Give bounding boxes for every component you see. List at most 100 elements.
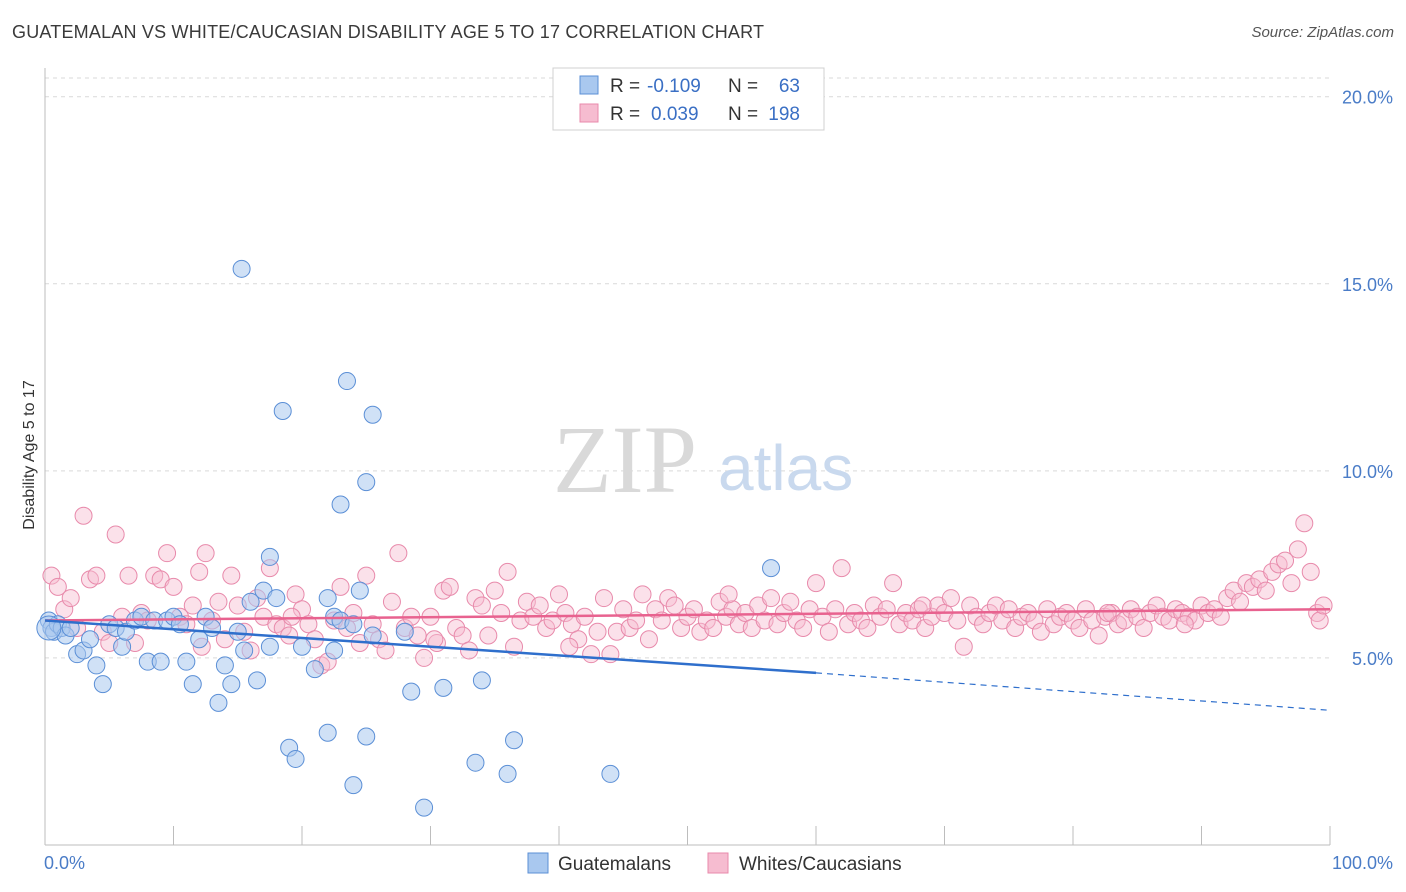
legend-n-value-1: 63 (779, 76, 800, 97)
series-guatemalans (36, 259, 781, 817)
point-guatemalans-66 (498, 764, 517, 783)
point-whites-185 (1231, 592, 1250, 611)
trendline-guatemalans-extrapolated (815, 672, 1331, 711)
point-whites-170 (1134, 618, 1153, 637)
point-guatemalans-39 (232, 259, 251, 278)
point-whites-84 (582, 645, 601, 664)
point-guatemalans-38 (267, 589, 286, 608)
point-whites-54 (389, 544, 408, 563)
point-guatemalans-51 (363, 405, 382, 424)
point-whites-130 (877, 600, 896, 619)
point-whites-98 (672, 618, 691, 637)
point-guatemalans-59 (318, 723, 337, 742)
point-whites-45 (331, 577, 350, 596)
bottom-legend-whites: Whites/Caucasians (739, 854, 902, 875)
point-whites-69 (485, 581, 504, 600)
point-whites-156 (1044, 615, 1063, 634)
point-guatemalans-68 (601, 764, 620, 783)
point-whites-28 (222, 566, 241, 585)
point-whites-131 (884, 574, 903, 593)
point-guatemalans-43 (286, 749, 305, 768)
y-tick-label-2: 15.0% (1342, 275, 1393, 295)
point-whites-141 (948, 611, 967, 630)
point-guatemalans-61 (344, 776, 363, 795)
point-whites-168 (1121, 600, 1140, 619)
point-whites-93 (639, 630, 658, 649)
bottom-legend-swatch-guatemalans (527, 852, 549, 874)
point-guatemalans-46 (318, 589, 337, 608)
point-whites-71 (498, 562, 517, 581)
legend-r-value-2: 0.039 (651, 104, 699, 125)
point-whites-192 (1276, 551, 1295, 570)
trendline-whites (44, 608, 1331, 622)
point-whites-142 (954, 637, 973, 656)
y-axis-title: Disability Age 5 to 17 (21, 380, 38, 530)
point-whites-23 (190, 562, 209, 581)
point-whites-207 (282, 607, 301, 626)
chart-title: GUATEMALAN VS WHITE/CAUCASIAN DISABILITY… (12, 22, 765, 42)
point-whites-163 (1089, 626, 1108, 645)
point-guatemalans-37 (260, 637, 279, 656)
point-whites-113 (768, 615, 787, 634)
point-whites-126 (851, 611, 870, 630)
point-whites-10 (106, 525, 125, 544)
point-whites-198 (1310, 611, 1329, 630)
point-whites-205 (1175, 615, 1194, 634)
point-whites-136 (916, 618, 935, 637)
point-guatemalans-52 (331, 495, 350, 514)
point-guatemalans-53 (357, 473, 376, 492)
point-whites-116 (787, 611, 806, 630)
bottom-legend-swatch-whites (707, 852, 729, 874)
point-guatemalans-9 (80, 630, 99, 649)
point-whites-182 (1211, 607, 1230, 626)
legend-r-label-1: R = (610, 76, 640, 97)
point-whites-102 (697, 611, 716, 630)
point-whites-0 (42, 566, 61, 585)
point-whites-53 (382, 592, 401, 611)
point-whites-194 (1288, 540, 1307, 559)
point-guatemalans-63 (434, 678, 453, 697)
series-legend: Guatemalans Whites/Caucasians (527, 852, 902, 875)
source-label: Source: ZipAtlas.com (1251, 24, 1394, 41)
y-tick-label-1: 10.0% (1342, 462, 1393, 482)
point-guatemalans-41 (273, 401, 292, 420)
point-whites-161 (1076, 600, 1095, 619)
point-whites-5 (74, 506, 93, 525)
point-whites-123 (832, 559, 851, 578)
point-whites-89 (614, 600, 633, 619)
point-whites-40 (299, 615, 318, 634)
point-whites-76 (530, 596, 549, 615)
legend-n-value-2: 198 (768, 104, 800, 125)
point-whites-200 (425, 630, 444, 649)
point-guatemalans-62 (415, 798, 434, 817)
point-whites-49 (357, 566, 376, 585)
point-whites-68 (479, 626, 498, 645)
point-guatemalans-32 (228, 622, 247, 641)
point-whites-193 (1282, 574, 1301, 593)
point-whites-158 (1057, 604, 1076, 623)
point-guatemalans-30 (215, 656, 234, 675)
point-whites-67 (472, 596, 491, 615)
point-whites-121 (819, 622, 838, 641)
x-tick-label-min: 0.0% (44, 853, 85, 873)
legend-r-value-1: -0.109 (647, 76, 701, 97)
point-whites-112 (762, 589, 781, 608)
point-guatemalans-60 (357, 727, 376, 746)
point-guatemalans-28 (203, 618, 222, 637)
point-whites-190 (1263, 562, 1282, 581)
point-whites-103 (704, 618, 723, 637)
point-whites-70 (492, 604, 511, 623)
point-guatemalans-57 (395, 622, 414, 641)
point-whites-18 (158, 544, 177, 563)
point-whites-79 (550, 585, 568, 604)
point-whites-77 (537, 618, 556, 637)
point-guatemalans-10 (87, 656, 106, 675)
point-guatemalans-54 (350, 581, 369, 600)
point-whites-204 (1098, 604, 1117, 623)
point-whites-85 (588, 622, 607, 641)
point-guatemalans-45 (305, 660, 324, 679)
point-guatemalans-34 (241, 592, 260, 611)
point-guatemalans-44 (293, 637, 311, 656)
point-whites-26 (209, 592, 228, 611)
